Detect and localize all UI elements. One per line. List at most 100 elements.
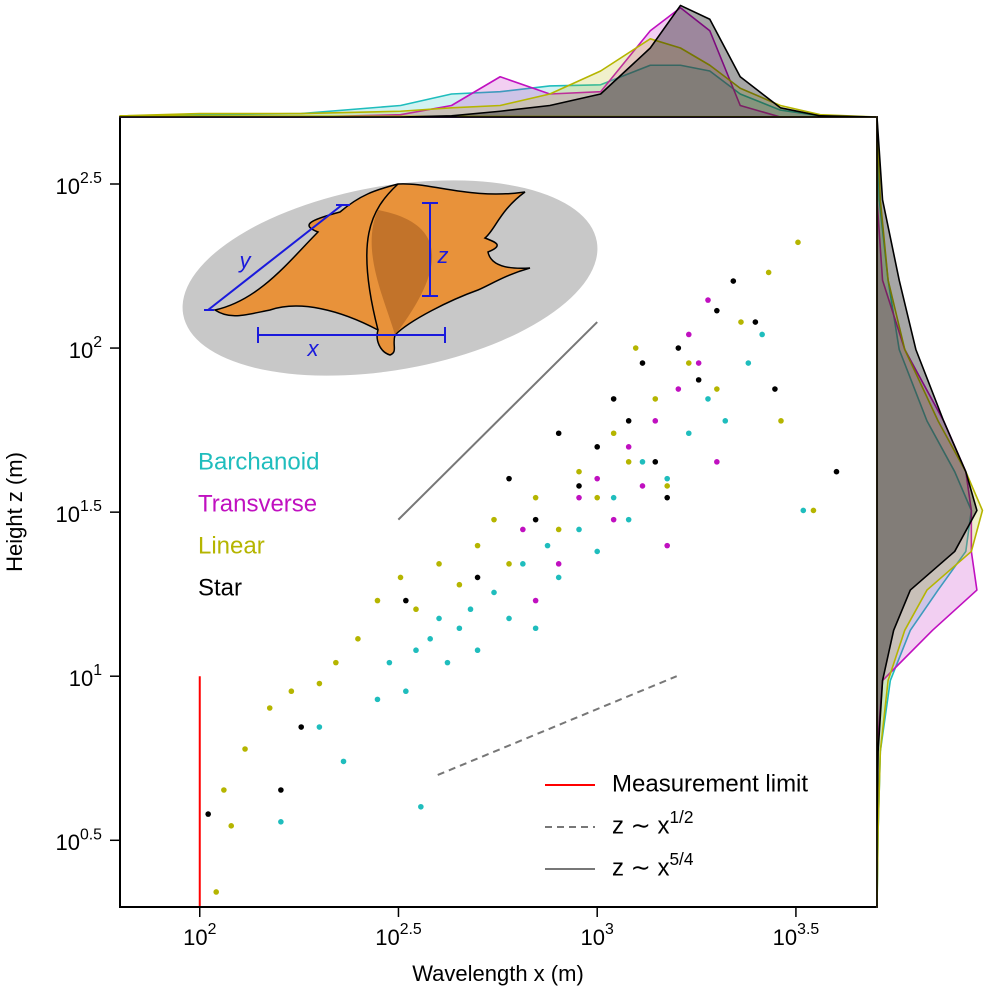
y-tick-label: 101.5 [56,498,103,527]
point [491,589,497,596]
point [652,418,659,424]
point [722,418,729,424]
y-tick-label: 102.5 [56,170,103,199]
point [532,494,539,501]
measure-lines [204,202,446,343]
dune-shape [213,183,531,356]
point [610,516,617,523]
point [594,548,601,555]
point [685,360,692,366]
point [664,475,670,482]
dune-crest [366,183,399,331]
point [520,561,526,567]
point [278,819,284,825]
point [675,345,682,351]
point [403,688,409,695]
point [436,615,442,622]
point [810,507,817,514]
point [625,459,632,465]
point [374,696,381,703]
point [506,615,512,622]
point [639,360,646,366]
point [403,597,409,604]
point [745,360,752,366]
point [625,516,632,523]
point [467,606,474,613]
point [576,494,582,501]
legend-label: z ∼ x1/2 [612,807,693,840]
inset-label: y [238,248,253,273]
point [765,269,772,276]
point [340,758,347,765]
legend-label: z ∼ x5/4 [612,849,694,882]
point [714,459,720,465]
point [444,659,451,666]
x-tick-label: 103.5 [773,921,820,950]
point [695,377,702,383]
point [800,507,807,514]
point [705,396,711,402]
point [625,418,632,424]
point [298,724,305,730]
point [795,239,801,246]
point [456,581,463,588]
y-tick-label: 100.5 [56,826,103,855]
point [544,542,551,549]
point [610,430,617,437]
point [833,468,840,475]
point [555,430,562,437]
point [242,746,248,752]
legend-label: Barchanoid [198,448,319,475]
point [555,561,562,567]
point [759,331,765,338]
point [386,659,393,666]
series [278,331,807,825]
x-tick-label: 103 [581,921,614,950]
point [695,360,702,366]
point [639,459,646,465]
dune-shade [371,210,433,335]
point [474,542,481,549]
point [610,494,617,501]
point [316,724,323,730]
y-axis-title: Height z (m) [2,452,27,572]
point [730,278,737,284]
reference-line [397,321,598,521]
point [625,444,632,450]
series [520,297,720,604]
point [594,444,601,450]
point [213,889,220,895]
point [355,636,361,642]
point [474,574,481,581]
density [876,116,978,908]
inset-label: z [437,243,449,268]
point [474,647,481,654]
point [221,787,227,793]
point [532,516,539,523]
point [576,526,582,533]
legend-label: Transverse [198,490,317,517]
x-tick-label: 102.5 [375,921,422,950]
point [506,475,512,482]
point [685,430,692,437]
point [228,823,235,829]
point [576,468,582,475]
point [266,705,273,711]
point [520,526,526,533]
y-tick-label: 101 [69,662,102,691]
density [119,4,878,118]
point [772,386,778,392]
point [664,483,670,489]
point [205,811,211,817]
point [436,561,442,567]
point [652,459,659,465]
point [532,597,539,604]
point [288,688,295,695]
point [506,561,512,567]
point [333,659,339,666]
point [555,574,562,581]
legend-label: Measurement limit [612,770,808,797]
y-tick-label: 102 [69,334,102,363]
density [876,116,984,908]
